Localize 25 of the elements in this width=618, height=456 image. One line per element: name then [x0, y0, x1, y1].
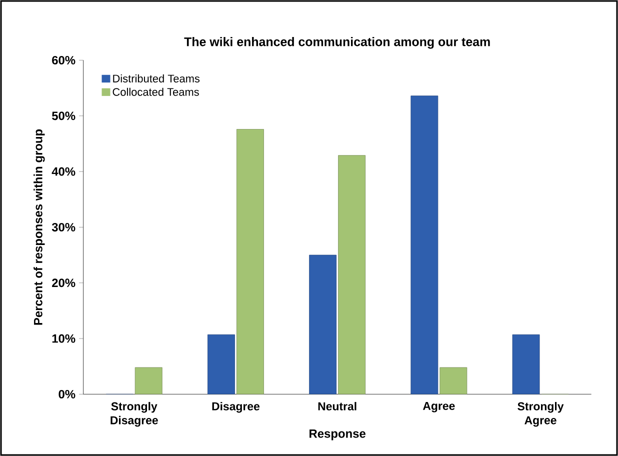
bar [208, 334, 235, 394]
x-tick-label: Disagree [212, 402, 260, 413]
y-tick-label: 30% [52, 222, 76, 232]
y-tick-label: 40% [52, 167, 76, 176]
y-tick-label: 60% [52, 56, 76, 64]
bar [410, 96, 438, 394]
bar [338, 155, 366, 394]
bar [236, 129, 264, 394]
bar [512, 334, 540, 394]
bar [309, 254, 337, 394]
y-tick-label: 50% [52, 112, 76, 120]
x-axis-title: Response [310, 429, 366, 440]
x-tick-label: Strongly Agree [518, 402, 564, 427]
legend-label: Distributed Teams [113, 74, 200, 82]
y-tick-label: 10% [52, 334, 76, 343]
y-tick-label: 20% [52, 278, 76, 288]
chart-title: The wiki enhanced communication among our team [184, 37, 490, 49]
y-tick-label: 0% [58, 390, 76, 398]
y-axis-title: Percent of responses within group [34, 129, 45, 325]
legend-label: Collocated Teams [112, 88, 199, 96]
x-tick-label: Strongly Disagree [110, 402, 158, 427]
x-tick-label: Agree [422, 402, 455, 412]
bar [440, 367, 468, 394]
bar [134, 367, 162, 394]
x-tick-label: Neutral [318, 402, 356, 410]
